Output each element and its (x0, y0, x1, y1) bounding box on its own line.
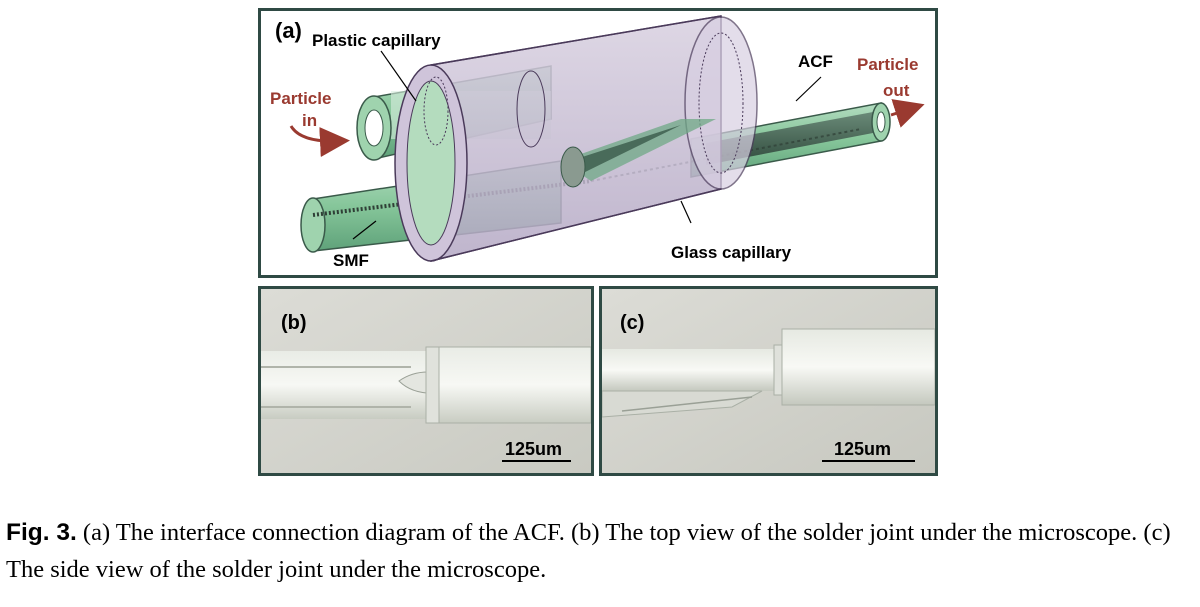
panel-a-diagram: (a) Plastic capillary Particle in ACF Pa… (258, 8, 938, 278)
acf-label: ACF (798, 52, 833, 71)
particle-out-label-2: out (883, 81, 910, 100)
particle-in-label-1: Particle (270, 89, 331, 108)
top-view-micrograph: (b) 125um (261, 289, 591, 473)
side-view-micrograph: (c) 125um (602, 289, 935, 473)
particle-in-arrow (289, 125, 350, 158)
particle-in-label-2: in (302, 111, 317, 130)
figure-label: Fig. 3. (6, 519, 77, 546)
smf-label: SMF (333, 251, 369, 270)
figure-caption: Fig. 3. (a) The interface connection dia… (6, 514, 1196, 588)
panel-c-tag: (c) (620, 312, 644, 334)
panel-c-micrograph: (c) 125um (599, 286, 938, 476)
interface-diagram: (a) Plastic capillary Particle in ACF Pa… (270, 15, 925, 270)
particle-out-arrow (890, 99, 925, 128)
glass-capillary-label: Glass capillary (671, 243, 792, 262)
plastic-capillary-label: Plastic capillary (312, 31, 441, 50)
caption-text: (a) The interface connection diagram of … (6, 519, 1171, 583)
panel-b-scale-label: 125um (505, 439, 562, 459)
panel-b-tag: (b) (281, 312, 307, 334)
panel-a-tag: (a) (275, 18, 302, 43)
panel-c-scale-label: 125um (834, 439, 891, 459)
panel-b-micrograph: (b) 125um (258, 286, 594, 476)
particle-out-label-1: Particle (857, 55, 918, 74)
glass-capillary (394, 15, 758, 262)
